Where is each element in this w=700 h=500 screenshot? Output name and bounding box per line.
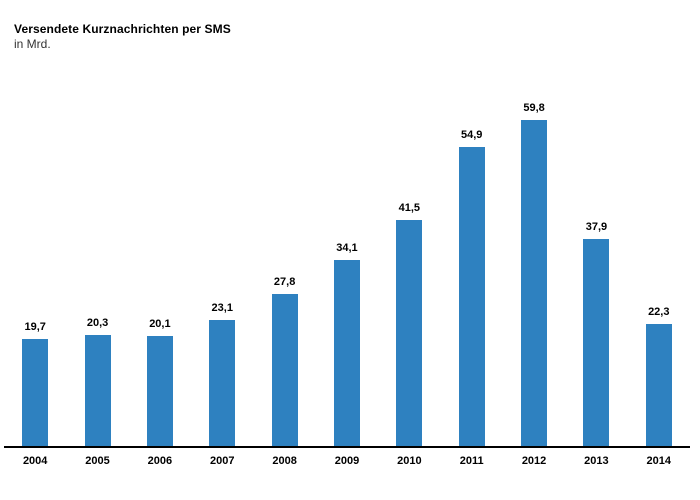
bar-group: 41,5: [378, 90, 440, 446]
bar: [458, 147, 485, 446]
x-axis-label: 2013: [584, 455, 609, 467]
bar: [521, 120, 548, 446]
bar-group: 59,8: [503, 90, 565, 446]
bar-group: 20,1: [129, 90, 191, 446]
bar: [84, 335, 111, 446]
x-axis-label: 2009: [334, 455, 360, 467]
bar: [645, 324, 672, 446]
bar: [396, 220, 423, 446]
bar-group: 22,3: [628, 90, 690, 446]
x-axis-label: 2014: [646, 455, 672, 467]
x-axis-label: 2010: [397, 455, 422, 467]
x-axis-label: 2007: [210, 455, 235, 467]
x-axis-label: 2004: [22, 455, 48, 467]
bar-group: 54,9: [441, 90, 503, 446]
bar-group: 37,9: [565, 90, 627, 446]
x-axis-labels: 2004 2005 2006 2007 2008 2009 2010 2011 2012 2013…: [4, 455, 690, 467]
bar-chart-plot-area: 19,7 20,3 20,1 23,1 27,8 34,1 41,5 54,9 59,8 37,9…: [4, 90, 690, 446]
x-axis-label: 2008: [272, 455, 297, 467]
bar-value-label: 37,9: [585, 221, 608, 233]
bar-group: 34,1: [316, 90, 378, 446]
bar-value-label: 34,1: [336, 242, 358, 254]
bar-value-label: 59,8: [523, 102, 545, 114]
bar: [333, 260, 360, 446]
bar-group: 19,7: [4, 90, 66, 446]
chart-title: Versendete Kurznachrichten per SMS: [14, 22, 231, 36]
bar-value-label: 19,7: [24, 321, 46, 333]
bar-value-label: 20,3: [86, 317, 109, 329]
bar-group: 20,3: [66, 90, 128, 446]
x-axis-label: 2005: [85, 455, 110, 467]
bar-value-label: 54,9: [460, 129, 483, 141]
x-axis-label: 2011: [459, 455, 484, 467]
bar-group: 23,1: [191, 90, 253, 446]
bar: [271, 294, 298, 446]
bar-value-label: 22,3: [648, 306, 670, 318]
bar-value-label: 20,1: [149, 318, 171, 330]
bar: [583, 239, 610, 446]
bar: [146, 336, 173, 446]
chart-subtitle: in Mrd.: [14, 37, 51, 51]
bar-group: 27,8: [253, 90, 315, 446]
x-axis-label: 2012: [521, 455, 547, 467]
bar: [22, 339, 49, 446]
bar-value-label: 27,8: [273, 276, 296, 288]
chart-header: Versendete Kurznachrichten per SMS in Mr…: [14, 22, 231, 52]
x-axis-line: [4, 446, 690, 448]
bar-value-label: 23,1: [211, 302, 233, 314]
x-axis-label: 2006: [147, 455, 173, 467]
bar-value-label: 41,5: [398, 202, 421, 214]
bar: [209, 320, 236, 446]
